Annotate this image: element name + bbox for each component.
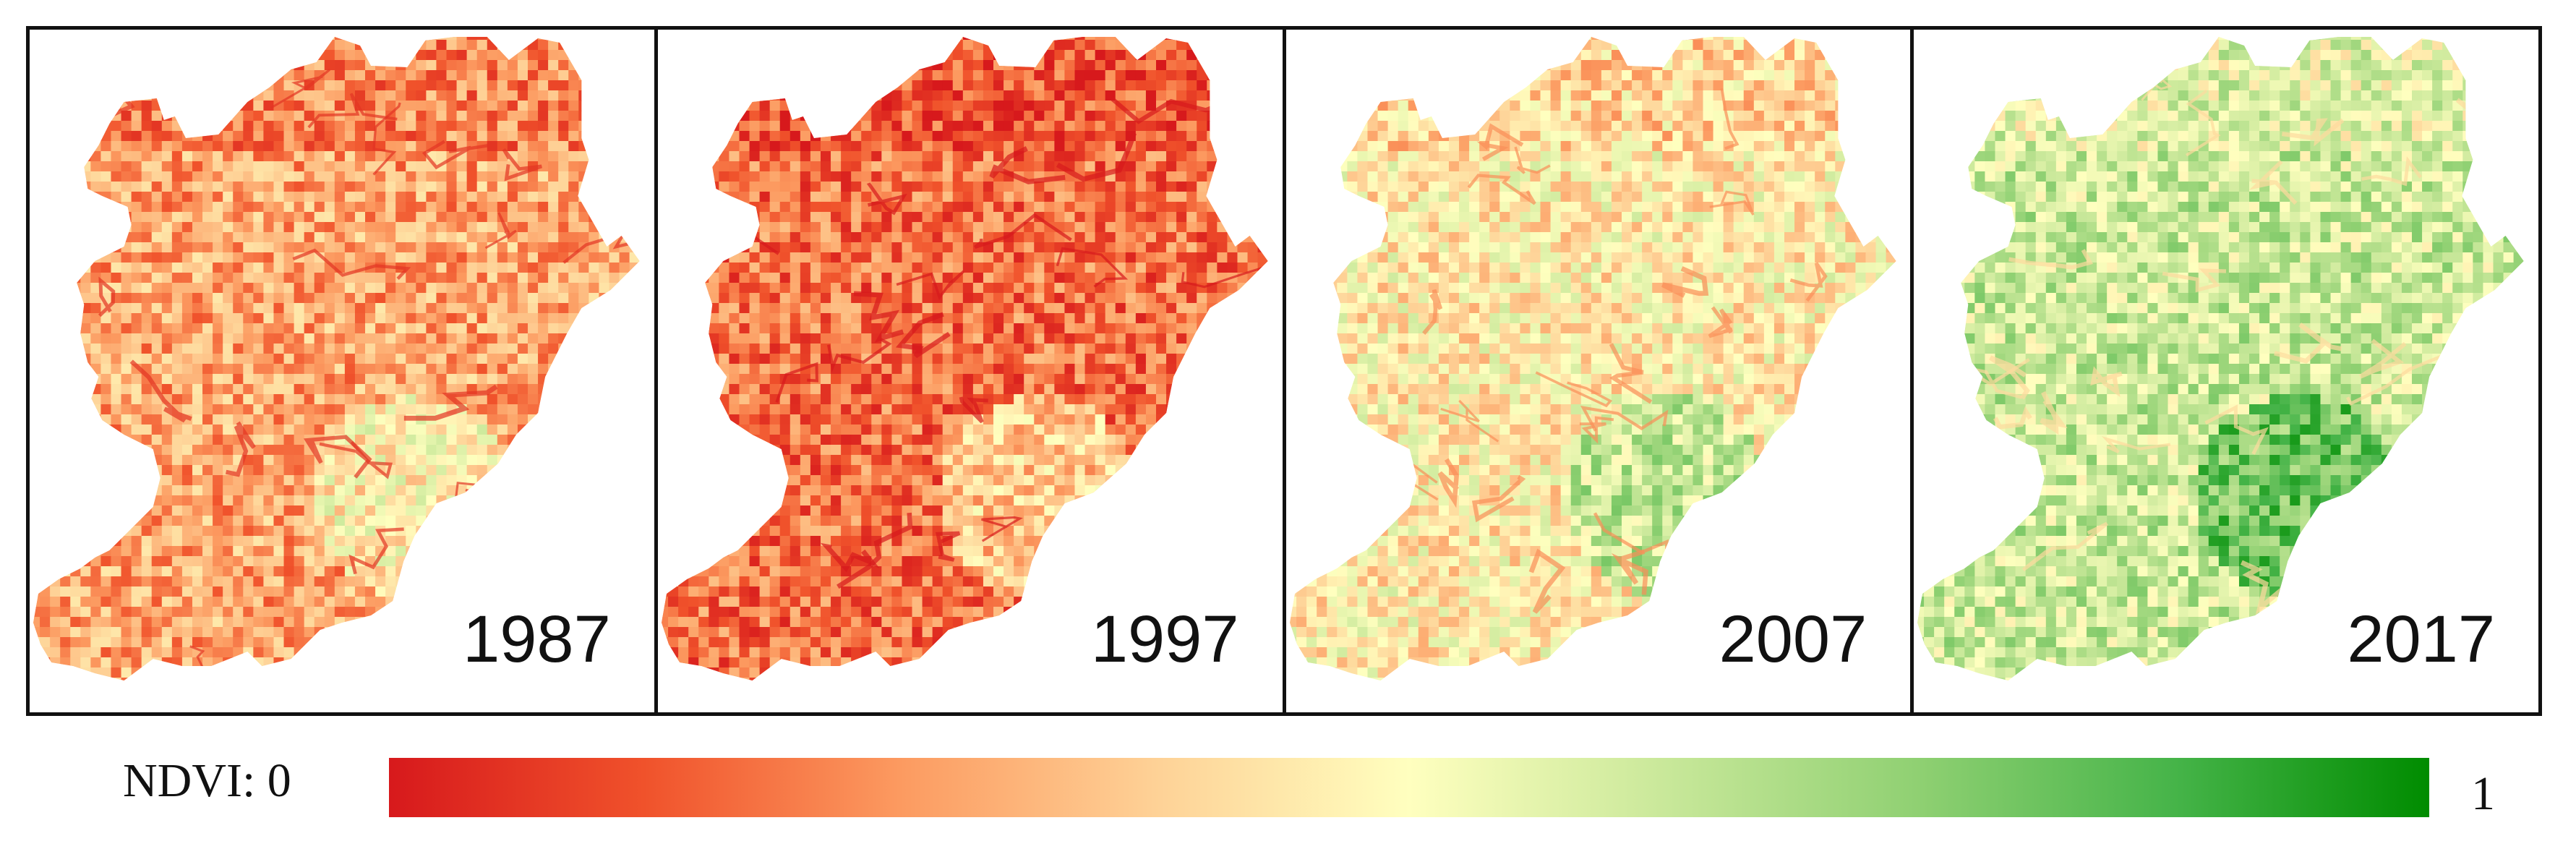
legend-color-ramp (389, 758, 2429, 817)
map-panel-1997: 1997 (654, 30, 1283, 712)
ndvi-legend: NDVI: 0 1 (0, 745, 2576, 832)
year-label: 1997 (1090, 602, 1239, 676)
region-map-2017 (1917, 37, 2524, 681)
legend-max-label: 1 (2471, 767, 2495, 820)
map-panel-2007: 2007 (1282, 30, 1911, 712)
ndvi-raster (1289, 37, 1896, 681)
legend-min-label: NDVI: 0 (123, 754, 291, 807)
map-panel-2017: 2017 (1910, 30, 2538, 712)
year-label: 2007 (1719, 602, 1867, 676)
ndvi-map-panels: 1987 1997 2007 2017 (26, 26, 2542, 716)
region-map-2007 (1289, 37, 1896, 681)
map-panel-1987: 1987 (30, 30, 654, 712)
region-map-1987 (33, 37, 640, 681)
year-label: 2017 (2347, 602, 2495, 676)
region-map-1997 (661, 37, 1268, 681)
year-label: 1987 (463, 602, 611, 676)
